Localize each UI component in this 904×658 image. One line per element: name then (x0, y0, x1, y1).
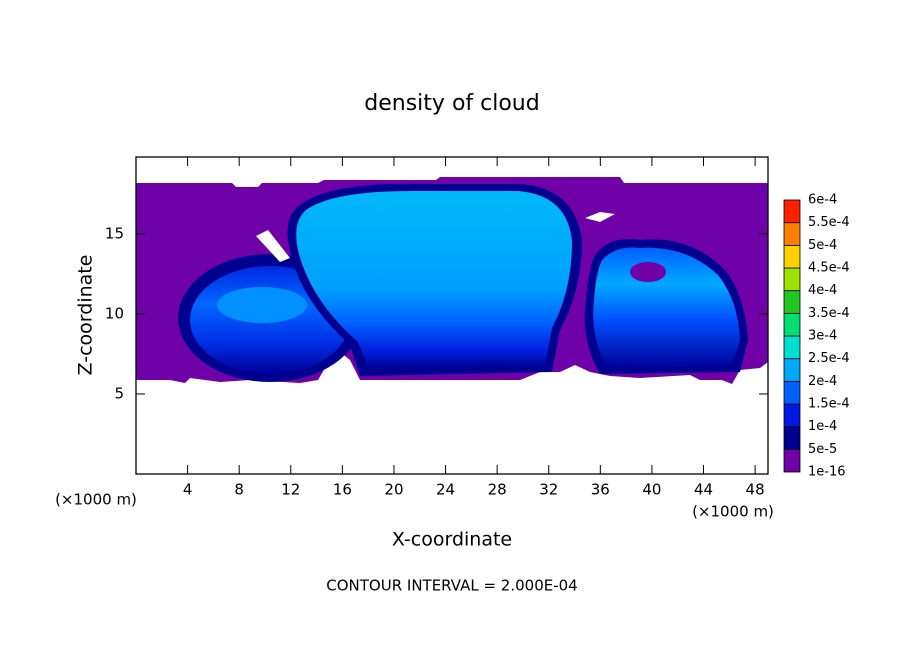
x-tick-label: 32 (539, 481, 558, 499)
colorbar-label: 3.5e-4 (808, 306, 850, 321)
colorbar-label: 5e-4 (808, 238, 837, 253)
colorbar-label: 1e-16 (808, 465, 846, 480)
colorbar-box (783, 267, 801, 292)
footer-note: CONTOUR INTERVAL = 2.000E-04 (326, 577, 577, 595)
x-tick-label: 28 (488, 481, 507, 499)
x-tick-label: 20 (384, 481, 403, 499)
colorbar-box (783, 358, 801, 382)
colorbar-label: 1e-4 (808, 419, 837, 434)
blob-hole (630, 262, 666, 282)
x-tick-label: 4 (183, 481, 193, 499)
colorbar-label: 1.5e-4 (808, 397, 850, 412)
x-unit: (×1000 m) (692, 503, 774, 521)
colorbar-label: 5.5e-4 (808, 215, 850, 230)
colorbar-label: 4.5e-4 (808, 261, 850, 276)
x-tick-label: 24 (436, 481, 455, 499)
blob-right (593, 247, 740, 368)
colorbar-box (783, 380, 801, 405)
plot-frame (135, 156, 769, 475)
colorbar-box (783, 403, 801, 428)
colorbar-box (783, 335, 801, 360)
blob-center (296, 190, 572, 368)
colorbar-label: 2.5e-4 (808, 351, 850, 366)
colorbar-box (783, 312, 801, 337)
colorbar-box (783, 244, 801, 269)
x-axis-label: X-coordinate (392, 529, 512, 551)
x-tick-label: 48 (746, 481, 765, 499)
y-unit: (×1000 m) (55, 491, 137, 509)
x-tick-label: 36 (591, 481, 610, 499)
colorbar-box (783, 426, 801, 450)
colorbar-label: 2e-4 (808, 374, 837, 389)
colorbar-box (783, 290, 801, 314)
colorbar-box (783, 448, 801, 473)
y-axis-label: Z-coordinate (75, 255, 97, 376)
colorbar-box (783, 199, 801, 224)
colorbar-label: 3e-4 (808, 329, 837, 344)
x-tick-label: 8 (234, 481, 244, 499)
colorbar-label: 5e-5 (808, 442, 837, 457)
y-tick-label: 15 (105, 224, 124, 242)
x-tick-label: 16 (333, 481, 352, 499)
x-tick-label: 44 (694, 481, 713, 499)
y-tick-label: 10 (105, 304, 124, 322)
x-tick-label: 12 (281, 481, 300, 499)
chart-title: density of cloud (364, 91, 539, 116)
colorbar-box (783, 222, 801, 246)
y-tick-label: 5 (114, 384, 124, 402)
blob-core (217, 287, 307, 323)
x-tick-label: 40 (642, 481, 661, 499)
colorbar-label: 4e-4 (808, 283, 837, 298)
colorbar-label: 6e-4 (808, 193, 837, 208)
contour-field (136, 177, 768, 384)
